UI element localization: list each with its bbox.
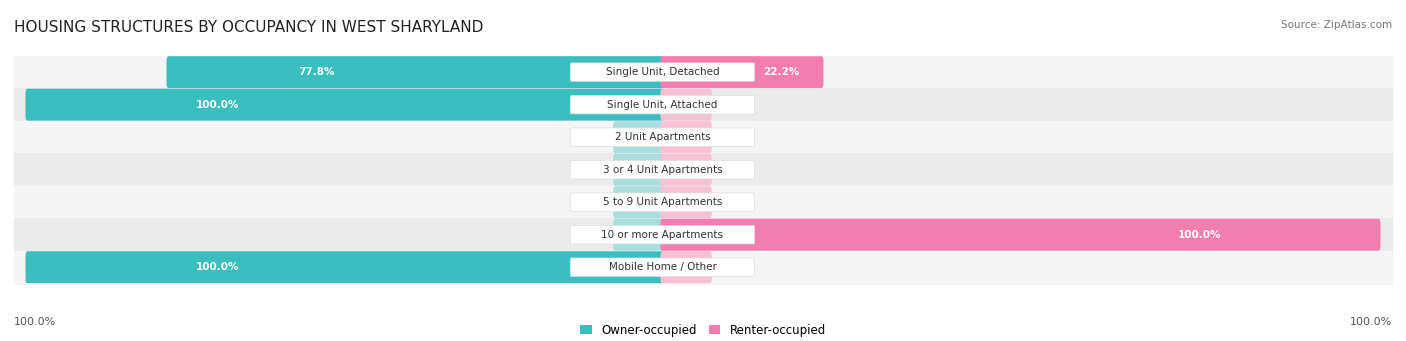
FancyBboxPatch shape xyxy=(661,154,711,186)
FancyBboxPatch shape xyxy=(25,251,665,283)
Text: 100.0%: 100.0% xyxy=(1350,317,1392,327)
Text: 10 or more Apartments: 10 or more Apartments xyxy=(602,230,724,240)
FancyBboxPatch shape xyxy=(571,193,755,211)
Text: 100.0%: 100.0% xyxy=(197,100,240,110)
Text: 22.2%: 22.2% xyxy=(763,67,800,77)
Text: HOUSING STRUCTURES BY OCCUPANCY IN WEST SHARYLAND: HOUSING STRUCTURES BY OCCUPANCY IN WEST … xyxy=(14,20,484,35)
FancyBboxPatch shape xyxy=(613,219,665,251)
Text: 0.0%: 0.0% xyxy=(720,132,747,142)
Text: 100.0%: 100.0% xyxy=(14,317,56,327)
FancyBboxPatch shape xyxy=(613,154,665,186)
FancyBboxPatch shape xyxy=(571,160,755,179)
Text: 0.0%: 0.0% xyxy=(578,165,605,175)
FancyBboxPatch shape xyxy=(571,128,755,146)
FancyBboxPatch shape xyxy=(661,121,711,153)
Text: 77.8%: 77.8% xyxy=(298,67,335,77)
FancyBboxPatch shape xyxy=(571,95,755,114)
Text: 0.0%: 0.0% xyxy=(720,262,747,272)
FancyBboxPatch shape xyxy=(661,219,1381,251)
Legend: Owner-occupied, Renter-occupied: Owner-occupied, Renter-occupied xyxy=(575,319,831,341)
Bar xyxy=(14,88,1392,121)
Bar xyxy=(14,153,1392,186)
Text: 5 to 9 Unit Apartments: 5 to 9 Unit Apartments xyxy=(603,197,723,207)
Text: 2 Unit Apartments: 2 Unit Apartments xyxy=(614,132,710,142)
Text: Single Unit, Attached: Single Unit, Attached xyxy=(607,100,717,110)
FancyBboxPatch shape xyxy=(571,225,755,244)
FancyBboxPatch shape xyxy=(613,186,665,218)
Bar xyxy=(14,121,1392,153)
Text: 0.0%: 0.0% xyxy=(578,197,605,207)
FancyBboxPatch shape xyxy=(571,63,755,81)
FancyBboxPatch shape xyxy=(613,121,665,153)
Text: Source: ZipAtlas.com: Source: ZipAtlas.com xyxy=(1281,20,1392,30)
Bar xyxy=(14,56,1392,88)
Bar xyxy=(14,186,1392,219)
FancyBboxPatch shape xyxy=(571,258,755,277)
Bar xyxy=(14,219,1392,251)
FancyBboxPatch shape xyxy=(661,89,711,121)
Text: 0.0%: 0.0% xyxy=(720,197,747,207)
Bar xyxy=(14,251,1392,283)
Text: 0.0%: 0.0% xyxy=(578,132,605,142)
FancyBboxPatch shape xyxy=(661,56,824,88)
Text: 100.0%: 100.0% xyxy=(197,262,240,272)
Text: Single Unit, Detached: Single Unit, Detached xyxy=(606,67,720,77)
Text: 100.0%: 100.0% xyxy=(1178,230,1222,240)
Text: 0.0%: 0.0% xyxy=(720,100,747,110)
FancyBboxPatch shape xyxy=(661,251,711,283)
FancyBboxPatch shape xyxy=(166,56,665,88)
Text: Mobile Home / Other: Mobile Home / Other xyxy=(609,262,717,272)
Text: 3 or 4 Unit Apartments: 3 or 4 Unit Apartments xyxy=(603,165,723,175)
FancyBboxPatch shape xyxy=(25,89,665,121)
FancyBboxPatch shape xyxy=(661,186,711,218)
Text: 0.0%: 0.0% xyxy=(578,230,605,240)
Text: 0.0%: 0.0% xyxy=(720,165,747,175)
